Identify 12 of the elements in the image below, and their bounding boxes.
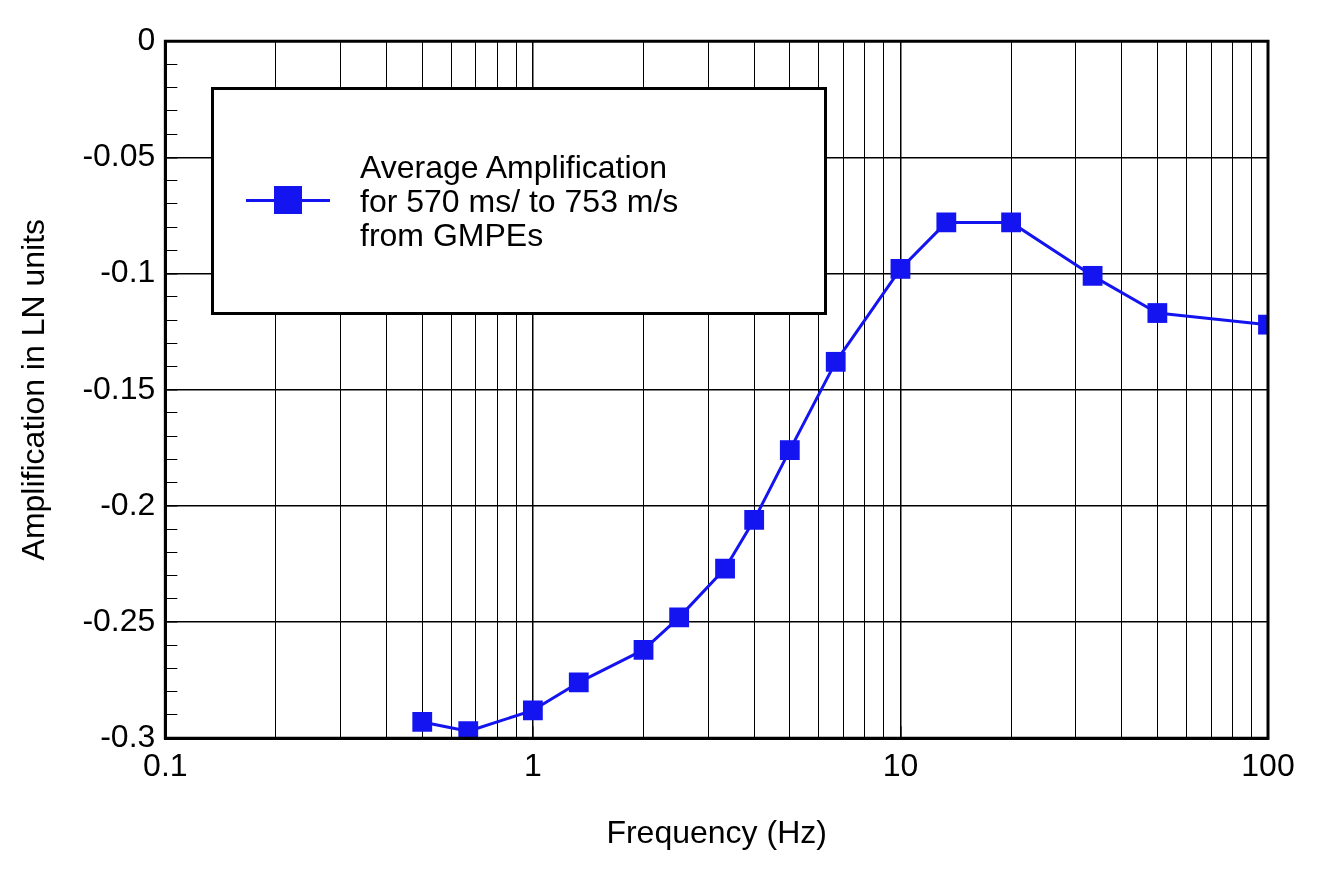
y-tick-label: -0.2 (100, 485, 156, 522)
y-axis-title: Amplification in LN units (15, 218, 52, 561)
y-tick-label: -0.05 (82, 137, 156, 174)
x-tick-label: 1 (523, 747, 542, 784)
legend-label: Average Amplification for 570 ms/ to 753 m/s from GMPEs (360, 149, 679, 253)
y-tick-label: -0.15 (82, 369, 156, 406)
x-tick-label: 10 (882, 747, 919, 784)
y-tick-label: -0.1 (100, 253, 156, 290)
y-tick-label: -0.25 (82, 601, 156, 638)
x-axis-title: Frequency (Hz) (606, 813, 827, 850)
x-tick-label: 100 (1241, 747, 1295, 784)
y-tick-label: 0 (137, 21, 156, 58)
